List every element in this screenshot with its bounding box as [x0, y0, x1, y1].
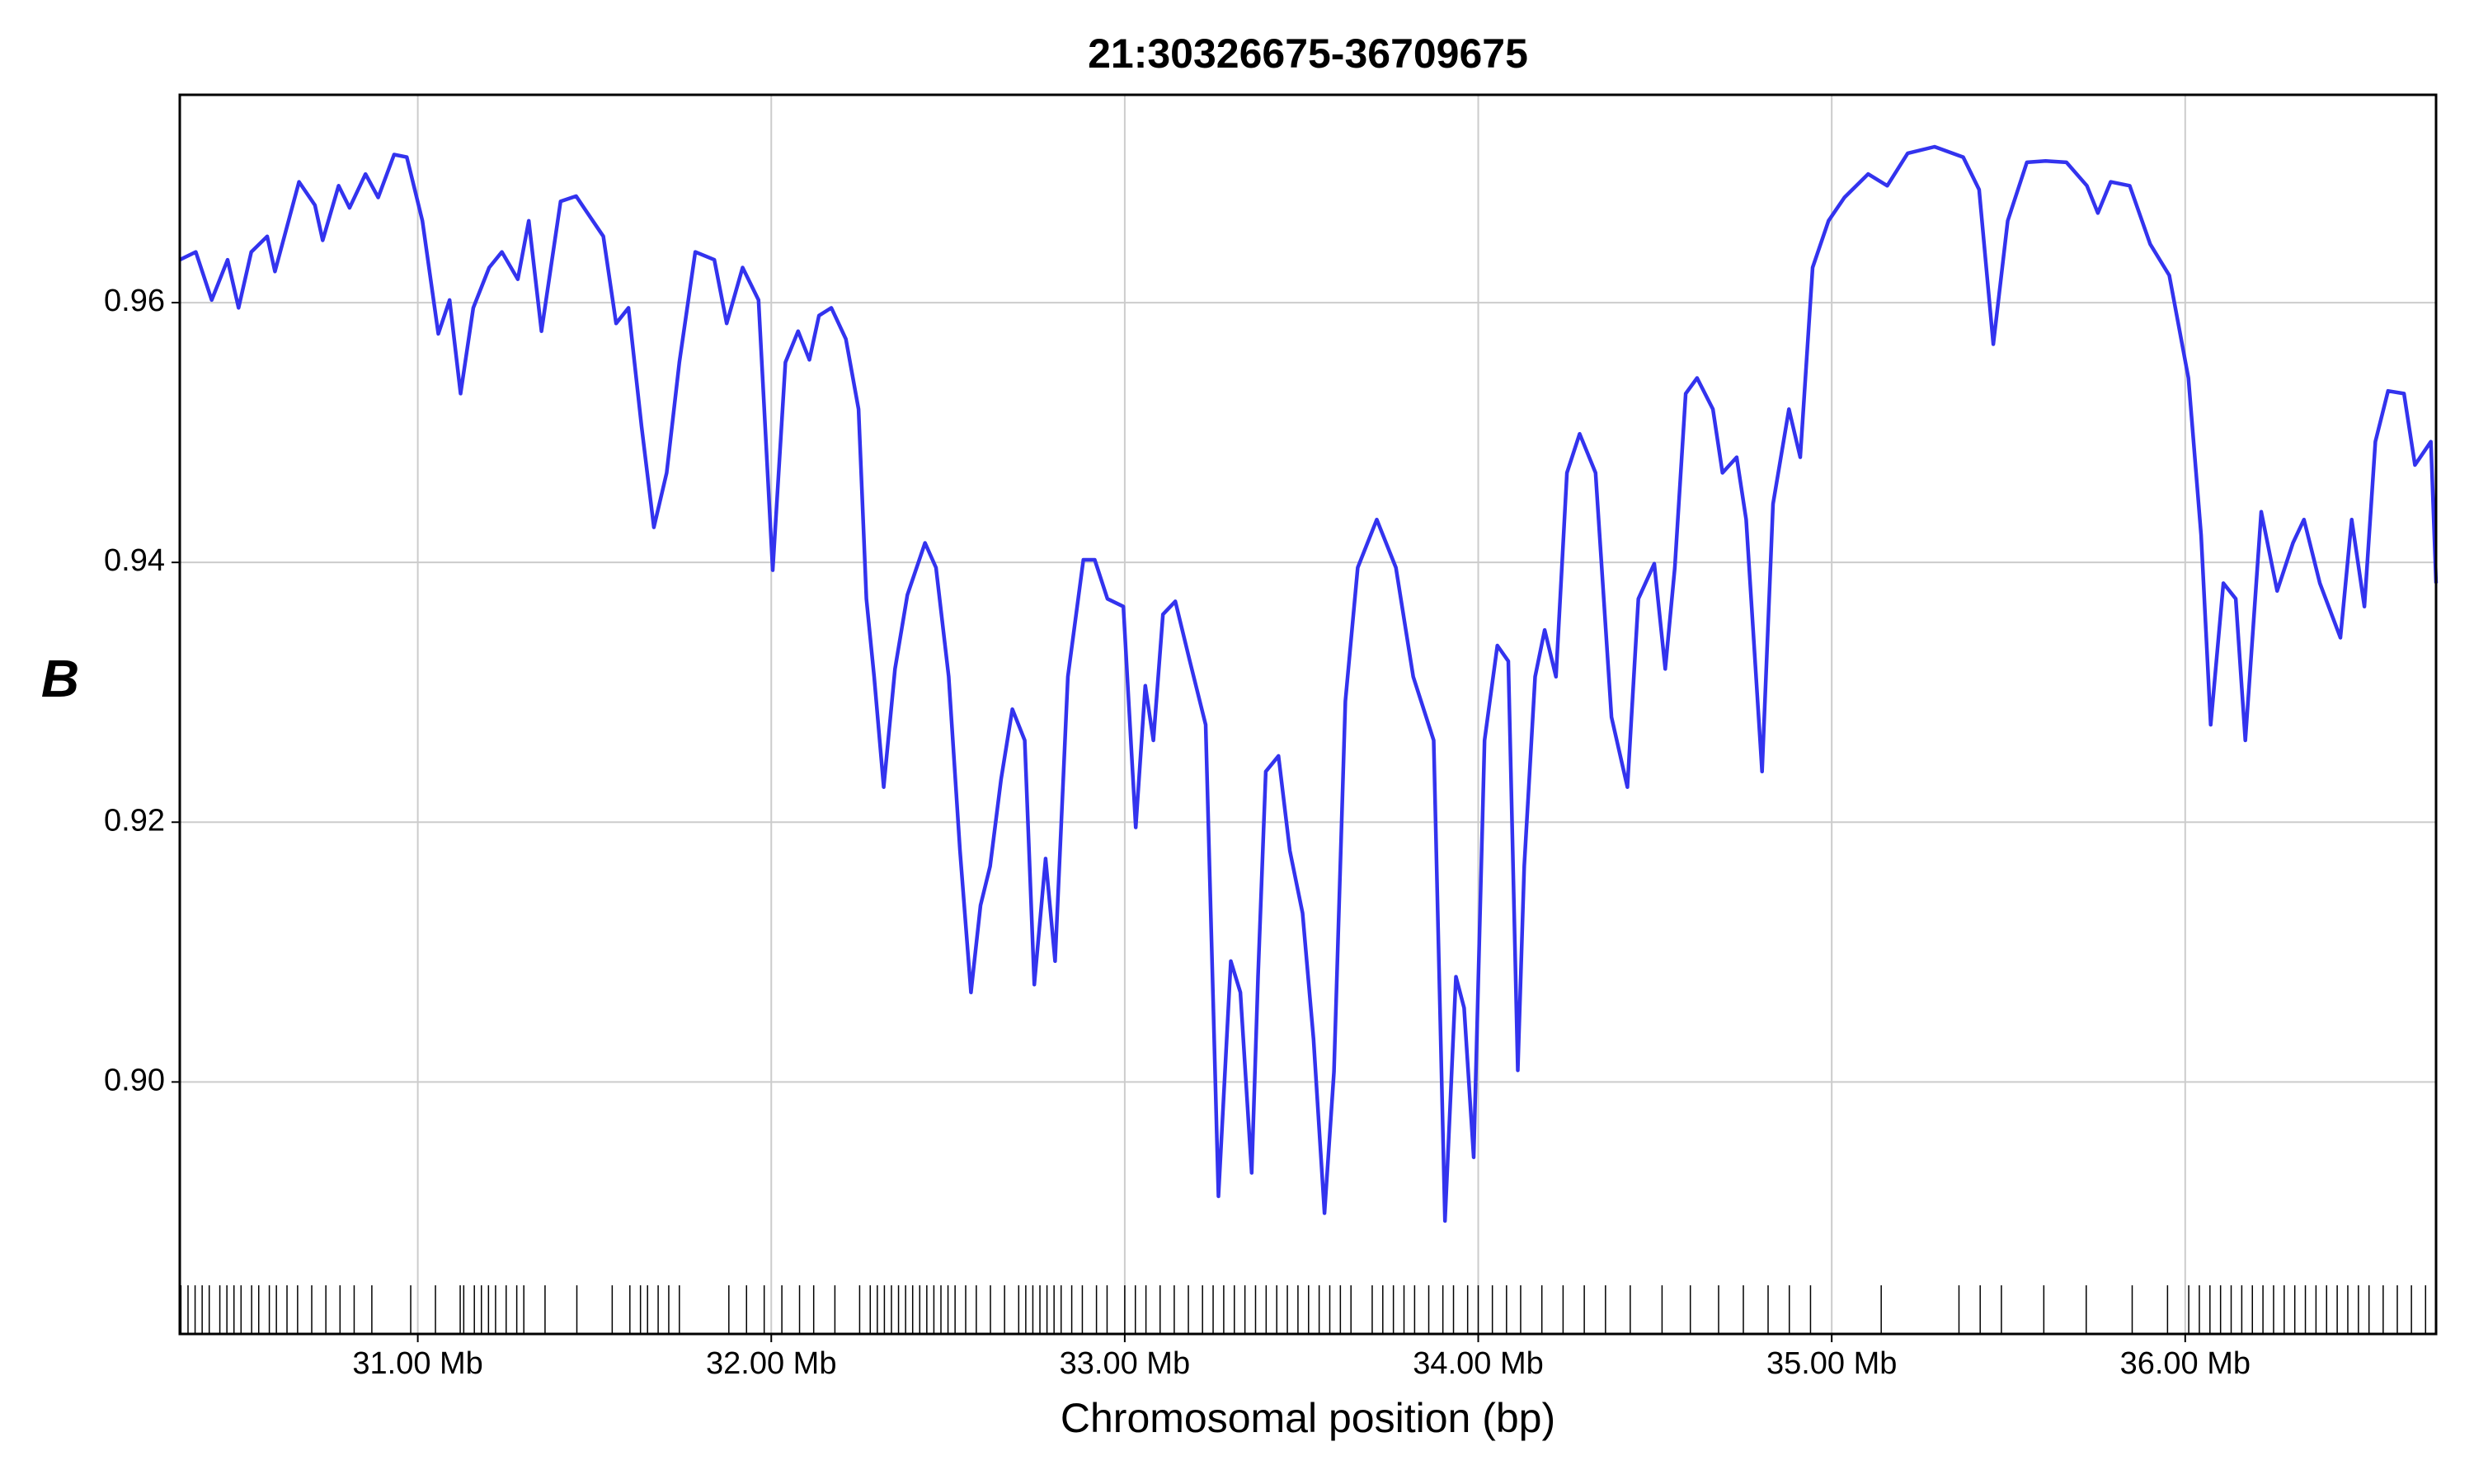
y-tick-label: 0.96 [104, 284, 165, 318]
x-tick-label: 31.00 Mb [352, 1346, 482, 1381]
x-tick-label: 33.00 Mb [1060, 1346, 1190, 1381]
x-tick-label: 34.00 Mb [1413, 1346, 1543, 1381]
data-line [179, 144, 2439, 1223]
y-tick-label: 0.94 [104, 543, 165, 578]
chart-title: 21:30326675-36709675 [1088, 31, 1528, 77]
plot-frame [178, 93, 2438, 1336]
x-tick-label: 32.00 Mb [706, 1346, 836, 1381]
y-axis-label: B [41, 649, 79, 708]
x-tick-label: 35.00 Mb [1766, 1346, 1897, 1381]
x-axis-label: Chromosomal position (bp) [1061, 1395, 1555, 1441]
y-tick-label: 0.90 [104, 1063, 165, 1097]
y-tick-label: 0.92 [104, 803, 165, 838]
x-tick-label: 36.00 Mb [2120, 1346, 2251, 1381]
